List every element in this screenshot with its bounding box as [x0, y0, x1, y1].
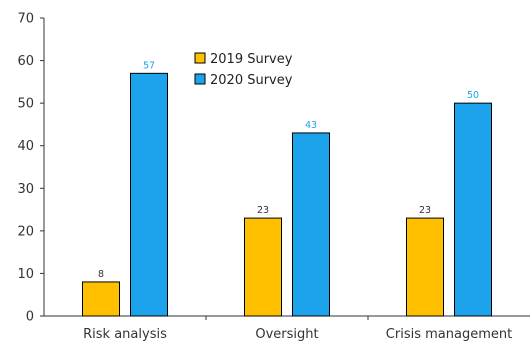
y-tick-label: 0 [26, 310, 34, 325]
axes: 0 10 20 30 40 50 60 70 Risk analysis Oversight Cri… [17, 12, 530, 342]
bar-series1 [244, 217, 282, 317]
legend-label: 2020 Survey [210, 73, 293, 88]
y-tick-label: 20 [17, 224, 34, 239]
y-tick-label: 40 [17, 139, 34, 154]
data-label: 8 [98, 269, 104, 280]
bar-series1 [82, 281, 120, 317]
legend-label: 2019 Survey [210, 52, 293, 67]
legend-swatch [194, 52, 206, 64]
x-category-label: Crisis management [386, 327, 512, 342]
bar-series1 [406, 217, 444, 317]
legend: 2019 Survey 2020 Survey [194, 52, 293, 88]
y-tick-label: 70 [17, 12, 34, 27]
data-label: 50 [467, 90, 479, 101]
x-category-label: Risk analysis [83, 327, 167, 342]
legend-swatch [194, 73, 206, 85]
x-category-label: Oversight [255, 327, 318, 342]
y-tick-label: 50 [17, 97, 34, 112]
bar-series2 [292, 132, 330, 317]
y-tick-label: 60 [17, 54, 34, 69]
y-tick-label: 30 [17, 182, 34, 197]
data-label: 23 [419, 205, 431, 216]
data-label: 57 [143, 60, 155, 71]
bar-series2 [454, 102, 492, 317]
data-label: 23 [257, 205, 269, 216]
bars: 8 57 23 43 23 50 [82, 60, 492, 317]
y-tick-label: 10 [17, 267, 34, 282]
bar-series2 [130, 72, 168, 317]
data-label: 43 [305, 120, 317, 131]
